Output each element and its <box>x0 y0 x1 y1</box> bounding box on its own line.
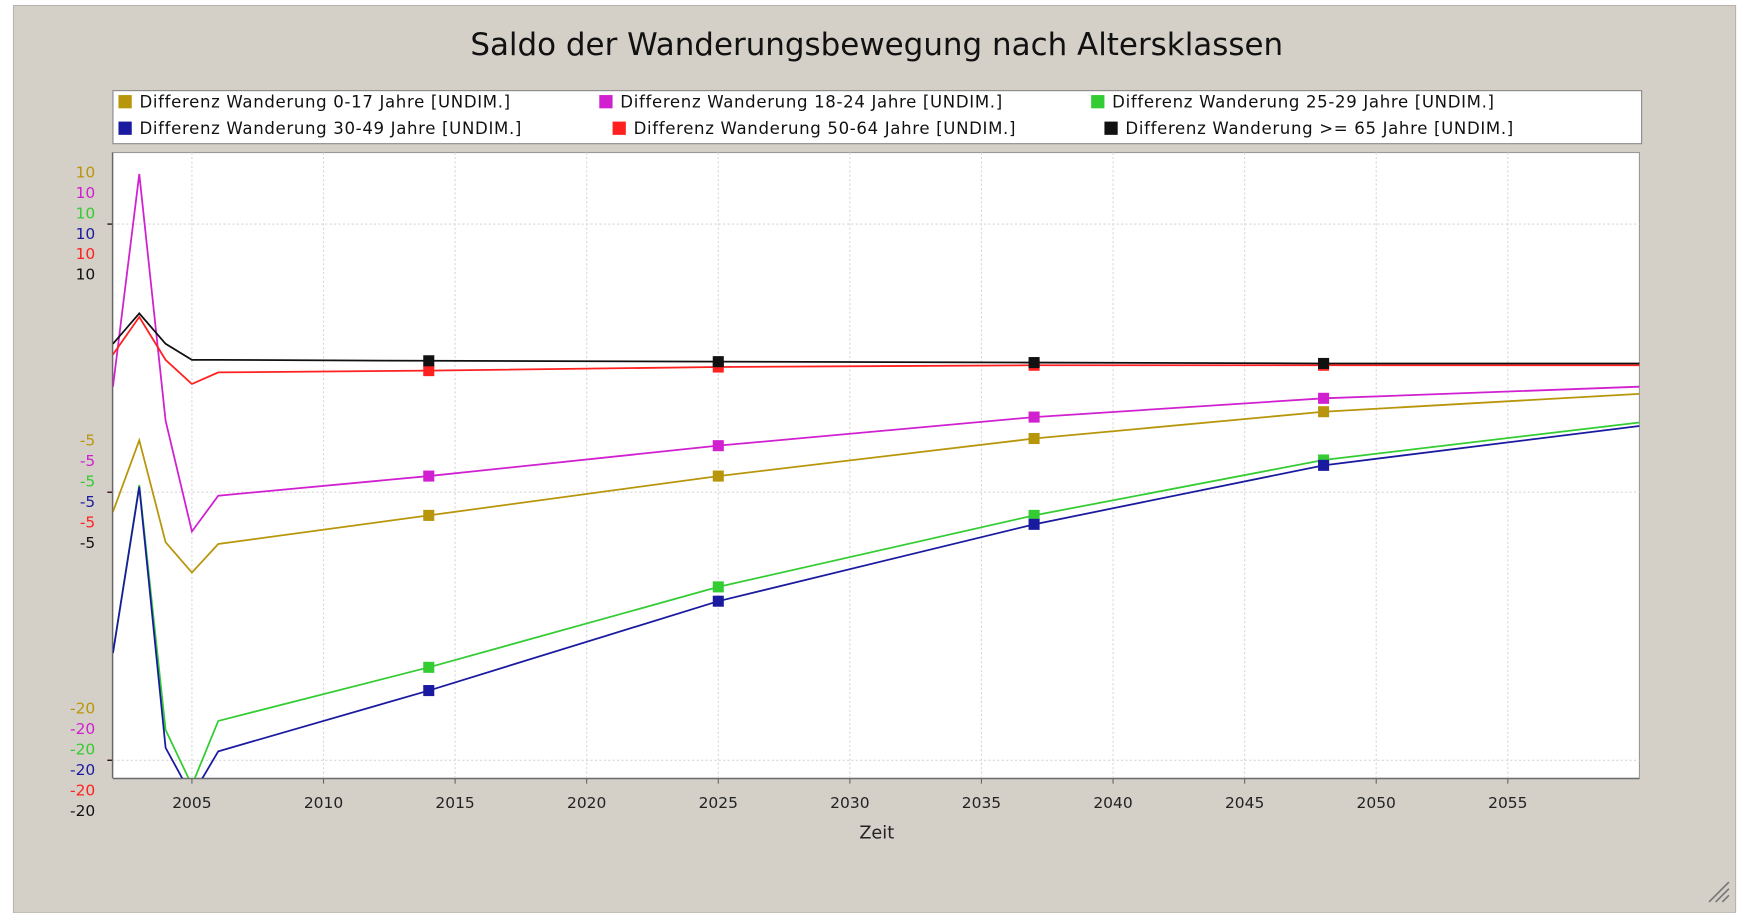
y-tick-label: 10 <box>76 204 96 222</box>
resize-grip <box>1708 881 1730 903</box>
legend-swatch <box>1104 121 1118 135</box>
series-marker <box>1028 433 1040 445</box>
y-tick-label: 10 <box>76 184 96 202</box>
y-tick-label: -5 <box>80 534 95 552</box>
series-marker <box>423 355 435 367</box>
x-tick-label: 2010 <box>304 794 343 812</box>
series-marker <box>1028 411 1040 423</box>
series-marker <box>1318 392 1330 404</box>
x-tick-label: 2040 <box>1093 794 1132 812</box>
y-tick-label: -20 <box>70 720 95 738</box>
series-marker <box>1318 406 1330 418</box>
y-tick-label: 10 <box>76 225 96 243</box>
series-line <box>112 425 1640 779</box>
x-tick-label: 2035 <box>962 794 1001 812</box>
x-tick-label: 2005 <box>172 794 211 812</box>
y-tick-label: -5 <box>80 493 95 511</box>
series-line <box>112 173 1640 534</box>
y-tick-label: 10 <box>76 266 96 284</box>
series-marker <box>423 685 435 697</box>
series-marker <box>1318 459 1330 471</box>
series-marker <box>423 661 435 673</box>
legend-label: Differenz Wanderung 25-29 Jahre [UNDIM.] <box>1112 92 1495 111</box>
y-tick-label: 10 <box>76 163 96 181</box>
x-tick-label: 2020 <box>567 794 606 812</box>
legend-swatch <box>118 121 132 135</box>
legend-label: Differenz Wanderung >= 65 Jahre [UNDIM.] <box>1125 119 1514 138</box>
series-line <box>112 312 1640 365</box>
y-tick-label: 10 <box>76 245 96 263</box>
y-tick-label: -20 <box>70 700 95 718</box>
y-tick-label: -20 <box>70 802 95 820</box>
series-marker <box>712 581 724 593</box>
y-tick-label: -5 <box>80 513 95 531</box>
series-marker <box>1028 357 1040 369</box>
series-marker <box>423 509 435 521</box>
legend-swatch <box>1091 95 1105 109</box>
x-tick-label: 2050 <box>1357 794 1396 812</box>
y-tick-label: -20 <box>70 781 95 799</box>
legend-box <box>112 90 1643 145</box>
legend-label: Differenz Wanderung 18-24 Jahre [UNDIM.] <box>620 92 1003 111</box>
x-axis-label: Zeit <box>859 823 894 843</box>
legend-label: Differenz Wanderung 0-17 Jahre [UNDIM.] <box>139 92 510 111</box>
y-tick-label: -5 <box>80 432 95 450</box>
legend-label: Differenz Wanderung 50-64 Jahre [UNDIM.] <box>634 119 1017 138</box>
series-marker <box>712 595 724 607</box>
series-line <box>112 392 1640 574</box>
x-tick-label: 2025 <box>699 794 738 812</box>
series-line <box>112 315 1640 386</box>
series-marker <box>712 440 724 452</box>
plot-series <box>112 173 1640 779</box>
chart-title: Saldo der Wanderungsbewegung nach Alters… <box>470 27 1283 63</box>
series-marker <box>1028 509 1040 521</box>
y-tick-label: -20 <box>70 761 95 779</box>
x-tick-label: 2045 <box>1225 794 1264 812</box>
series-marker <box>423 470 435 482</box>
legend-swatch <box>612 121 626 135</box>
y-tick-label: -5 <box>80 472 95 490</box>
series-marker <box>1318 357 1330 369</box>
plot-area <box>112 151 1640 779</box>
x-tick-label: 2030 <box>830 794 869 812</box>
y-tick-label: -5 <box>80 452 95 470</box>
series-marker <box>712 470 724 482</box>
series-marker <box>423 365 435 377</box>
x-tick-label: 2015 <box>435 794 474 812</box>
series-marker <box>712 356 724 368</box>
y-tick-label: -20 <box>70 741 95 759</box>
series-line <box>112 421 1640 779</box>
series-marker <box>1028 518 1040 530</box>
legend-label: Differenz Wanderung 30-49 Jahre [UNDIM.] <box>139 119 522 138</box>
legend-swatch <box>118 95 132 109</box>
legend-swatch <box>599 95 613 109</box>
x-tick-label: 2055 <box>1488 794 1527 812</box>
